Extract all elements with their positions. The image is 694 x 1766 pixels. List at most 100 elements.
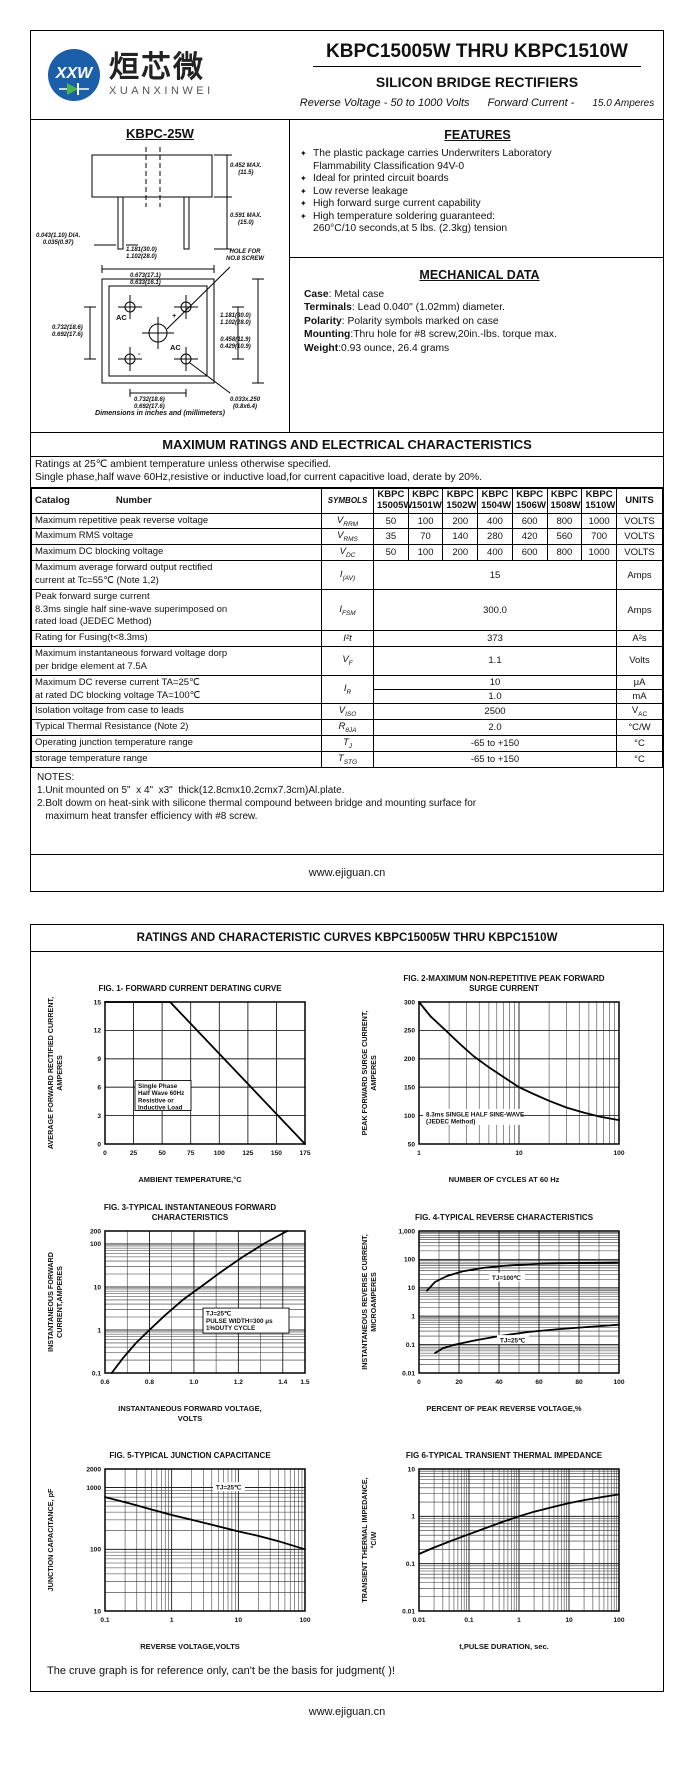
svg-text:1.4: 1.4 <box>278 1379 287 1386</box>
symbol-cell: TSTG <box>321 751 374 768</box>
value-cell: 300.0 <box>373 588 617 632</box>
units-cell: μA mA <box>616 674 663 705</box>
note-line: 1.Unit mounted on 5" x 4" x3" thick(12.8… <box>37 784 345 796</box>
features-section: FEATURES ✦ The plastic package carries Un… <box>290 120 663 258</box>
fig1: FIG. 1- FORWARD CURRENT DERATING CURVE Si… <box>37 972 343 1185</box>
units-cell: A²s <box>616 630 663 648</box>
parameter-cell: Rating for Fusing(t<8.3ms) <box>31 630 322 648</box>
features-heading: FEATURES <box>444 128 511 142</box>
terminal-minus-label: - <box>138 349 141 358</box>
svg-text:10: 10 <box>565 1617 573 1624</box>
parameter-cell: Maximum repetitive peak reverse voltage <box>31 512 322 530</box>
svg-text:300: 300 <box>404 999 415 1006</box>
svg-text:1000: 1000 <box>86 1485 101 1492</box>
svg-text:12: 12 <box>94 1028 102 1035</box>
part-number-header: KBPC 1501W <box>407 487 444 514</box>
notes-list: 1.Unit mounted on 5" x 4" x3" thick(12.8… <box>37 784 657 823</box>
package-and-features-row: KBPC-25W <box>31 120 663 433</box>
units-cell: VAC <box>616 703 663 721</box>
table-row: Isolation voltage from case to leads VISO… <box>31 703 663 721</box>
svg-text:0.1: 0.1 <box>406 1342 415 1349</box>
value-cell: 600 <box>511 544 548 562</box>
max-ratings-banner: MAXIMUM RATINGS AND ELECTRICAL CHARACTER… <box>31 433 663 457</box>
dim-bottom-width: 0.732(18.6) 0.692(17.6) <box>134 397 165 411</box>
units-cell: VOLTS <box>616 512 663 530</box>
datasheet-page: { "page1": { "logo": {"mark": "XXW", "cn… <box>0 30 694 1766</box>
value-cell: 700 <box>581 528 617 546</box>
fig4-title: FIG. 4-TYPICAL REVERSE CHARACTERISTICS <box>414 1212 594 1222</box>
svg-text:50: 50 <box>408 1141 416 1148</box>
value-half: 10 <box>374 676 616 691</box>
part-number-header: KBPC 15005W <box>373 487 412 514</box>
fig4-xlabel: PERCENT OF PEAK REVERSE VOLTAGE,% <box>426 1403 582 1413</box>
mechanical-list: Case: Metal case Terminals: Lead 0.040" (… <box>304 288 655 355</box>
doc-tagline: Reverse Voltage - 50 to 1000 Volts Forwa… <box>300 97 654 109</box>
value-cell: 560 <box>546 528 583 546</box>
parameter-cell: Maximum RMS voltage <box>31 528 322 546</box>
units-cell: °C <box>616 751 663 768</box>
value-cell: 10 1.0 <box>373 674 617 705</box>
svg-text:25: 25 <box>130 1150 138 1157</box>
dim-lead-length: 0.591 MAX. (15.0) <box>230 213 262 227</box>
svg-text:10: 10 <box>235 1617 243 1624</box>
website-link-bottom[interactable]: www.ejiguan.cn <box>308 1706 386 1718</box>
logo-circle-icon: XXW <box>48 49 100 101</box>
svg-text:0.1: 0.1 <box>100 1617 109 1624</box>
notes-section: NOTES: 1.Unit mounted on 5" x 4" x3" thi… <box>31 768 663 826</box>
svg-text:175: 175 <box>299 1150 310 1157</box>
value-half: 1.0 <box>488 691 502 703</box>
parameter-cell: storage temperature range <box>31 751 322 768</box>
units-cell: VOLTS <box>616 528 663 546</box>
svg-text:0.01: 0.01 <box>402 1609 415 1616</box>
svg-text:15: 15 <box>94 999 102 1006</box>
svg-text:20: 20 <box>455 1379 463 1386</box>
value-cell: 100 <box>407 544 444 562</box>
value-cell: 140 <box>442 528 479 546</box>
curves-page: RATINGS AND CHARACTERISTIC CURVES KBPC15… <box>30 924 664 1692</box>
value-cell: 400 <box>477 544 513 562</box>
mech-line: Terminals: Lead 0.040" (1.02mm) diameter… <box>304 302 505 314</box>
symbol-cell: VF <box>321 646 374 676</box>
fig1-title: FIG. 1- FORWARD CURRENT DERATING CURVE <box>98 984 282 993</box>
symbol-cell: VDC <box>321 544 374 562</box>
svg-text:250: 250 <box>404 1028 415 1035</box>
svg-text:AVERAGE FORWARD RECTIFIED CURR: AVERAGE FORWARD RECTIFIED CURRENT, <box>46 997 55 1149</box>
svg-text:1,000: 1,000 <box>398 1228 415 1235</box>
disclaimer-text: The cruve graph is for reference only, c… <box>47 1665 395 1677</box>
table-row: Rating for Fusing(t<8.3ms) I²t 373 A²s <box>31 630 663 648</box>
svg-text:50: 50 <box>158 1150 166 1157</box>
bullet-icon: ✦ <box>300 186 307 196</box>
symbol-cell: TJ <box>321 735 374 753</box>
svg-text:PEAK FORWARD SURGE CURRENT,: PEAK FORWARD SURGE CURRENT, <box>360 1011 369 1136</box>
svg-text:150: 150 <box>271 1150 282 1157</box>
note-line: maximum heat transfer efficiency with #8… <box>37 810 258 822</box>
dim-width-outer: 1.181(30.0) 1.102(28.0) <box>126 247 157 261</box>
fig2-title: FIG. 2-MAXIMUM NON-REPETITIVE PEAK FORWA… <box>403 974 605 993</box>
feature-item: ✦ Ideal for printed circuit boards <box>300 173 449 185</box>
mech-line: Weight:0.93 ounce, 26.4 grams <box>304 342 450 354</box>
parameter-cell: Maximum instantaneous forward voltage do… <box>31 646 322 676</box>
svg-text:INSTANTANEOUS REVERSE CURRENT,: INSTANTANEOUS REVERSE CURRENT, <box>360 1234 369 1370</box>
svg-text:10: 10 <box>94 1609 102 1616</box>
dim-body-height: 0.452 MAX. (11.5) <box>230 163 262 177</box>
part-number-header: KBPC 1502W <box>442 487 479 514</box>
ratings-condition-2: Single phase,half wave 60Hz,resistive or… <box>35 471 483 483</box>
svg-text:0.6: 0.6 <box>100 1379 109 1386</box>
svg-text:100: 100 <box>404 1256 415 1263</box>
website-link[interactable]: www.ejiguan.cn <box>308 867 386 879</box>
svg-text:200: 200 <box>404 1056 415 1063</box>
ratings-condition-1: Ratings at 25℃ ambient temperature unles… <box>35 459 332 470</box>
svg-text:200: 200 <box>90 1228 101 1235</box>
table-header-row: Catalog Number SYMBOLS KBPC 15005W KBPC 1501W K… <box>31 487 663 514</box>
bullet-icon: ✦ <box>300 174 307 184</box>
terminal-ac-bottom-label: AC <box>170 343 181 352</box>
svg-text:TJ=25℃: TJ=25℃ <box>216 1485 241 1492</box>
svg-text:°C/W: °C/W <box>369 1532 378 1549</box>
svg-text:100: 100 <box>613 1150 624 1157</box>
value-cell: 1.1 <box>373 646 617 676</box>
svg-text:Resistive or: Resistive or <box>138 1097 174 1104</box>
mech-line: Case: Metal case <box>304 289 385 300</box>
fig2-xlabel: NUMBER OF CYCLES AT 60 Hz <box>448 1175 560 1184</box>
svg-text:100: 100 <box>214 1150 225 1157</box>
